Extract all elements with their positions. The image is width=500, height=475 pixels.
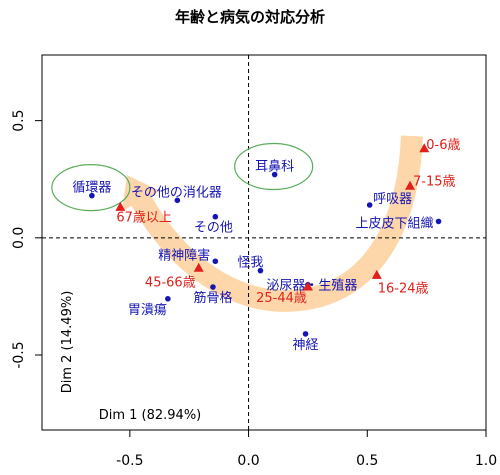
y-tick-label: 0.0 [11,227,27,249]
point-marker [213,214,219,220]
point-label: 0-6歳 [426,138,460,153]
point-label: 67歳以上 [116,210,172,225]
point-label: 呼吸器 [373,192,412,207]
point-label: その他の消化器 [131,185,222,200]
y-tick-label: 0.5 [11,109,27,131]
point-label: 上皮皮下組織 [355,216,433,231]
point-marker [303,331,309,337]
x-axis-title: Dim 1 (82.94%) [99,408,202,423]
zero-reference-lines [42,55,486,430]
point-label: 25-44歳 [256,291,307,306]
point-label: 7-15歳 [413,174,456,189]
point-label: 循環器 [72,181,111,196]
y-tick-label: -0.5 [11,341,27,368]
point-marker [436,219,442,225]
point-marker [213,258,219,264]
y-axis-title: Dim 2 (14.49%) [60,291,75,394]
point-label: その他 [194,221,233,236]
point-label: 胃潰瘍 [128,302,167,318]
point-marker [367,202,373,208]
point-label: 耳鼻科 [255,159,294,175]
point-label: 16-24歳 [378,281,429,296]
point-label: 精神障害 [158,247,210,263]
point-label: 怪我 [237,256,263,271]
point-label: 神経 [293,338,319,353]
plot-frame [42,55,486,430]
chart-title: 年齢と病気の対応分析 [175,8,325,26]
x-tick-label: -0.5 [116,453,143,469]
x-tick-label: 0.0 [237,453,259,469]
point-marker [165,296,171,302]
x-tick-label: 1.0 [475,453,497,469]
point-marker [210,284,216,290]
point-label: 筋骨格 [193,290,232,306]
point-label: 45-66歳 [145,275,196,290]
x-tick-label: 0.5 [356,453,378,469]
